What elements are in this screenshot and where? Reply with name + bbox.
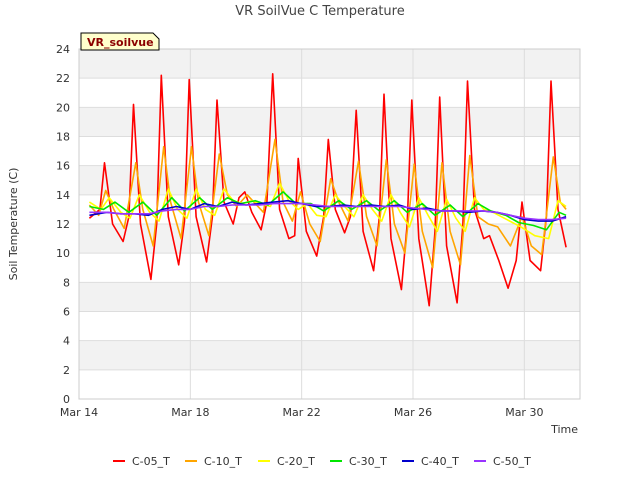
background-band	[79, 107, 580, 137]
background-band	[79, 340, 580, 370]
legend-label: C-50_T	[493, 455, 531, 468]
legend: C-05_T C-10_T C-20_T C-30_T C-40_T C-50_T	[113, 455, 531, 468]
x-tick-label: Mar 30	[505, 406, 543, 419]
y-tick-label: 22	[56, 72, 70, 85]
y-tick-label: 2	[63, 364, 70, 377]
legend-label: C-05_T	[132, 455, 170, 468]
y-tick-label: 16	[56, 160, 70, 173]
series-lines	[88, 73, 567, 307]
y-axis-title: Soil Temperature (C)	[7, 168, 20, 281]
chart-title: VR SoilVue C Temperature	[235, 4, 404, 19]
y-tick-label: 18	[56, 131, 70, 144]
legend-label: C-40_T	[421, 455, 459, 468]
legend-label: C-30_T	[349, 455, 387, 468]
y-tick-label: 4	[63, 335, 70, 348]
background-band	[79, 49, 580, 79]
y-tick-label: 14	[56, 189, 70, 202]
x-tick-label: Mar 14	[60, 406, 98, 419]
x-tick-label: Mar 26	[394, 406, 432, 419]
site-badge-label: VR_soilvue	[87, 36, 154, 49]
y-tick-label: 24	[56, 43, 70, 56]
y-tick-label: 0	[63, 393, 70, 406]
y-tick-label: 12	[56, 218, 70, 231]
x-tick-label: Mar 22	[283, 406, 321, 419]
x-tick-label: Mar 18	[171, 406, 209, 419]
background-bands	[79, 49, 580, 370]
y-tick-label: 6	[63, 306, 70, 319]
legend-label: C-20_T	[277, 455, 315, 468]
site-badge: VR_soilvue	[80, 32, 160, 51]
y-tick-label: 8	[63, 276, 70, 289]
series-line-c-20-t	[88, 182, 567, 240]
y-tick-label: 20	[56, 101, 70, 114]
plot-area	[78, 48, 581, 400]
x-axis-ticks: Mar 14 Mar 18 Mar 22 Mar 26 Mar 30	[60, 406, 544, 419]
series-line-c-05-t	[88, 73, 567, 307]
legend-label: C-10_T	[204, 455, 242, 468]
background-band	[79, 282, 580, 312]
x-axis-title: Time	[550, 423, 578, 436]
y-tick-label: 10	[56, 247, 70, 260]
background-band	[79, 224, 580, 254]
series-line-c-50-t	[89, 202, 567, 221]
